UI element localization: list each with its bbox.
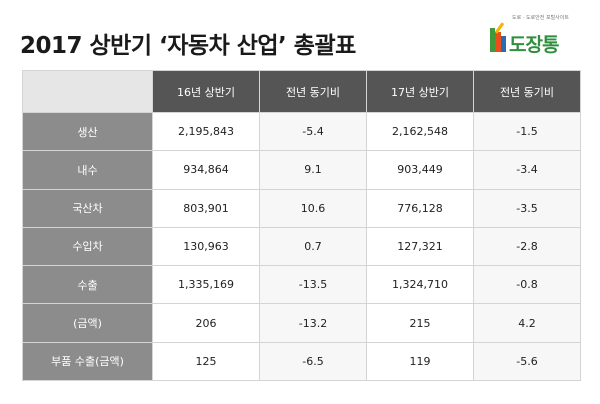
table-cell: 934,864 bbox=[152, 150, 260, 190]
table-cell: 776,128 bbox=[366, 188, 474, 228]
table-cell: 125 bbox=[152, 341, 260, 382]
table-cell: 127,321 bbox=[366, 226, 474, 267]
table-cell: 9.1 bbox=[259, 150, 367, 190]
table-cell: 803,901 bbox=[152, 188, 260, 228]
table-cell: -2.8 bbox=[473, 226, 581, 267]
table-cell: -5.6 bbox=[473, 341, 581, 382]
table-cell: -5.4 bbox=[259, 111, 367, 152]
table-cell: 1,335,169 bbox=[152, 265, 260, 305]
row-label: (금액) bbox=[22, 303, 153, 343]
table-cell: 119 bbox=[366, 341, 474, 382]
site-logo: 도로 · 도로안전 포털사이트 도장통 bbox=[490, 14, 578, 60]
table-row: 수입차 130,963 0.7 127,321 -2.8 bbox=[22, 226, 581, 267]
table-cell: 2,162,548 bbox=[366, 111, 474, 152]
table-corner-cell bbox=[22, 70, 153, 113]
table-header-row: 16년 상반기 전년 동기비 17년 상반기 전년 동기비 bbox=[22, 70, 581, 113]
table-cell: -13.5 bbox=[259, 265, 367, 305]
table-row: 내수 934,864 9.1 903,449 -3.4 bbox=[22, 150, 581, 190]
column-header: 전년 동기비 bbox=[473, 70, 581, 113]
logo-mark-icon bbox=[490, 22, 508, 52]
table-cell: -3.4 bbox=[473, 150, 581, 190]
table-cell: 1,324,710 bbox=[366, 265, 474, 305]
table-row: 부품 수출(금액) 125 -6.5 119 -5.6 bbox=[22, 341, 581, 382]
table-row: 수출 1,335,169 -13.5 1,324,710 -0.8 bbox=[22, 265, 581, 305]
row-label: 수입차 bbox=[22, 226, 153, 267]
table-cell: 206 bbox=[152, 303, 260, 343]
table-cell: 4.2 bbox=[473, 303, 581, 343]
table-cell: -1.5 bbox=[473, 111, 581, 152]
row-label: 내수 bbox=[22, 150, 153, 190]
column-header: 전년 동기비 bbox=[259, 70, 367, 113]
column-header: 17년 상반기 bbox=[366, 70, 474, 113]
auto-industry-summary-table: 16년 상반기 전년 동기비 17년 상반기 전년 동기비 생산 2,195,8… bbox=[22, 70, 581, 382]
table-cell: -13.2 bbox=[259, 303, 367, 343]
table-cell: 10.6 bbox=[259, 188, 367, 228]
table-cell: 2,195,843 bbox=[152, 111, 260, 152]
logo-name: 도장통 bbox=[509, 34, 559, 56]
table-row: 생산 2,195,843 -5.4 2,162,548 -1.5 bbox=[22, 111, 581, 152]
table-cell: 0.7 bbox=[259, 226, 367, 267]
table-row: (금액) 206 -13.2 215 4.2 bbox=[22, 303, 581, 343]
table-cell: 903,449 bbox=[366, 150, 474, 190]
logo-tagline: 도로 · 도로안전 포털사이트 bbox=[512, 15, 569, 21]
row-label: 국산차 bbox=[22, 188, 153, 228]
table-cell: -0.8 bbox=[473, 265, 581, 305]
column-header: 16년 상반기 bbox=[152, 70, 260, 113]
table-cell: 130,963 bbox=[152, 226, 260, 267]
page-title: 2017 상반기 ‘자동차 산업’ 총괄표 bbox=[20, 33, 356, 59]
row-label: 생산 bbox=[22, 111, 153, 152]
row-label: 부품 수출(금액) bbox=[22, 341, 153, 382]
table-cell: 215 bbox=[366, 303, 474, 343]
row-label: 수출 bbox=[22, 265, 153, 305]
table-row: 국산차 803,901 10.6 776,128 -3.5 bbox=[22, 188, 581, 228]
table-cell: -3.5 bbox=[473, 188, 581, 228]
table-cell: -6.5 bbox=[259, 341, 367, 382]
